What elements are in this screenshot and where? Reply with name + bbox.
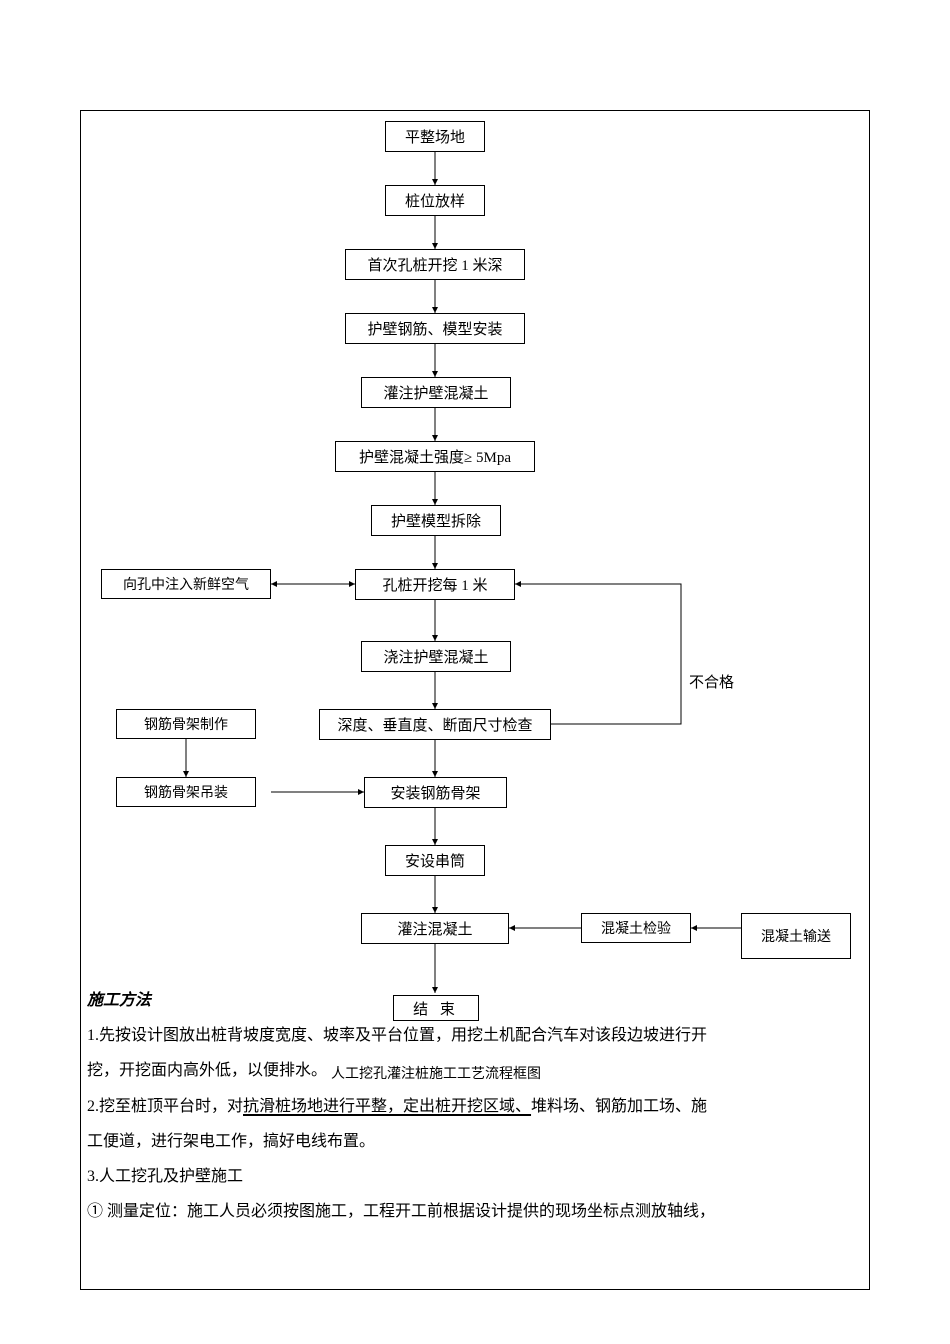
node-install-cage: 安装钢筋骨架 xyxy=(364,777,507,808)
node-excavate-each: 孔桩开挖每 1 米 xyxy=(355,569,515,600)
para-3: 3.人工挖孔及护壁施工 xyxy=(87,1159,863,1194)
para-2c: 工便道，进行架电工作，搞好电线布置。 xyxy=(87,1124,863,1159)
text-section: 施工方法 1.先按设计图放出桩背坡度宽度、坡率及平台位置，用挖土机配合汽车对该段… xyxy=(81,983,869,1229)
node-pour-concrete: 灌注混凝土 xyxy=(361,913,509,944)
node-strength-check: 护壁混凝土强度≥ 5Mpa xyxy=(335,441,535,472)
para-2a: 2.挖至桩顶平台时，对 xyxy=(87,1098,243,1115)
heading-methods: 施工方法 xyxy=(87,983,863,1018)
node-pile-layout: 桩位放样 xyxy=(385,185,485,216)
node-concrete-check: 混凝土检验 xyxy=(581,913,691,943)
node-level-site: 平整场地 xyxy=(385,121,485,152)
node-inspection: 深度、垂直度、断面尺寸检查 xyxy=(319,709,551,740)
node-first-excavate: 首次孔桩开挖 1 米深 xyxy=(345,249,525,280)
node-cage-make: 钢筋骨架制作 xyxy=(116,709,256,739)
para-2b: 堆料场、钢筋加工场、施 xyxy=(531,1098,707,1115)
node-remove-mold: 护壁模型拆除 xyxy=(371,505,501,536)
para-1a: 1.先按设计图放出桩背坡度宽度、坡率及平台位置，用挖土机配合汽车对该段边坡进行开 xyxy=(87,1018,863,1053)
para-2: 2.挖至桩顶平台时，对抗滑桩场地进行平整，定出桩开挖区域、堆料场、钢筋加工场、施 xyxy=(87,1089,863,1124)
node-wall-rebar: 护壁钢筋、模型安装 xyxy=(345,313,525,344)
node-pour-wall2: 浇注护壁混凝土 xyxy=(361,641,511,672)
node-concrete-transport: 混凝土输送 xyxy=(741,913,851,959)
node-pour-wall: 灌注护壁混凝土 xyxy=(361,377,511,408)
flowchart: 平整场地 桩位放样 首次孔桩开挖 1 米深 护壁钢筋、模型安装 灌注护壁混凝土 … xyxy=(81,111,869,1041)
page-frame: 平整场地 桩位放样 首次孔桩开挖 1 米深 护壁钢筋、模型安装 灌注护壁混凝土 … xyxy=(80,110,870,1290)
para-4: ① 测量定位：施工人员必须按图施工，工程开工前根据设计提供的现场坐标点测放轴线， xyxy=(87,1194,863,1229)
para-2-underline: 抗滑桩场地进行平整，定出桩开挖区域、 xyxy=(243,1098,531,1115)
para-1b: 挖，开挖面内高外低，以便排水。 xyxy=(87,1053,863,1088)
node-install-tube: 安设串筒 xyxy=(385,845,485,876)
label-fail: 不合格 xyxy=(689,671,734,692)
node-cage-lift: 钢筋骨架吊装 xyxy=(116,777,256,807)
node-fresh-air: 向孔中注入新鲜空气 xyxy=(101,569,271,599)
